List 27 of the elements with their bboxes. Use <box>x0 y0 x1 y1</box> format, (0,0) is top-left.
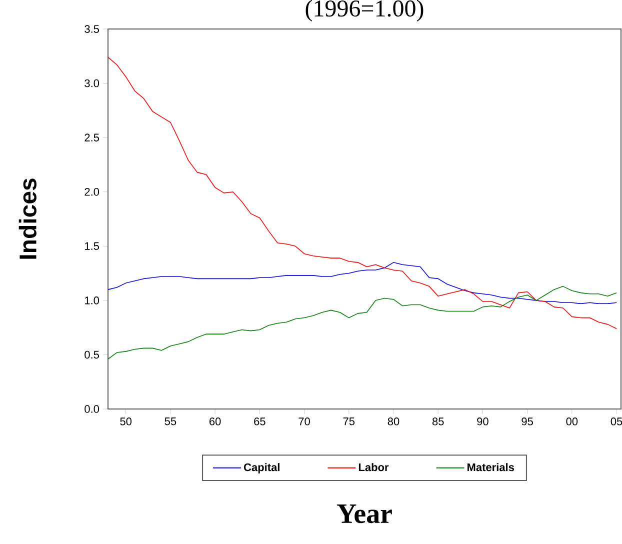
y-axis-title: Indices <box>18 178 36 259</box>
line-series <box>108 56 617 330</box>
y-tick-label: 2.5 <box>84 134 100 142</box>
legend-label: Capital <box>244 463 280 474</box>
x-tick-label: 75 <box>343 418 355 426</box>
y-tick-label: 3.0 <box>84 79 100 88</box>
chart-title: (1996=1.00) <box>306 0 424 22</box>
legend-label: Labor <box>358 463 389 472</box>
y-tick-label: 3.5 <box>84 25 100 33</box>
y-tick-label: 1.0 <box>85 296 100 304</box>
x-tick-label: 60 <box>210 418 221 426</box>
x-tick-label: 55 <box>164 418 176 426</box>
y-tick-label: 0.5 <box>84 350 100 359</box>
x-tick-label: 70 <box>298 418 310 426</box>
x-tick-label: 65 <box>254 418 266 426</box>
x-tick-label: 05 <box>610 418 622 426</box>
x-tick-label: 80 <box>388 418 400 426</box>
y-tick-label: 0.0 <box>84 405 100 413</box>
legend-label: Materials <box>468 463 514 472</box>
y-tick-label: 1.5 <box>85 242 100 250</box>
x-tick-label: 90 <box>477 418 488 426</box>
x-axis-title: Year <box>337 504 392 524</box>
x-tick-label: 95 <box>522 418 533 426</box>
x-tick-label: 50 <box>120 418 132 426</box>
x-tick-label: 85 <box>432 418 444 426</box>
x-tick-label: 00 <box>566 418 578 426</box>
y-tick-label: 2.0 <box>84 188 100 196</box>
